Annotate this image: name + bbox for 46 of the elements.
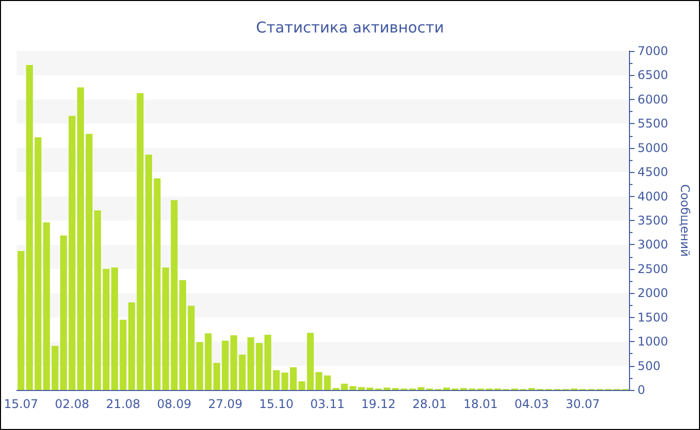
bar	[145, 154, 152, 390]
y-axis-title: Сообщений	[678, 184, 692, 257]
bar	[136, 93, 144, 390]
y-tick-label: 0	[638, 383, 646, 397]
y-tick-label: 4000	[638, 189, 668, 204]
x-tick-label: 19.12	[361, 397, 396, 411]
bar	[154, 178, 161, 390]
bar	[213, 362, 220, 390]
y-tick-label: 6500	[638, 68, 668, 82]
y-tick-label: 4500	[638, 165, 668, 180]
y-tick-label: 6000	[638, 92, 668, 106]
bar	[179, 280, 186, 390]
x-tick-label: 03.11	[310, 397, 345, 411]
bar	[196, 342, 204, 390]
x-tick-label: 15.10	[259, 397, 294, 411]
y-tick-label: 1000	[638, 334, 668, 349]
bar	[162, 267, 170, 390]
chart-title: Статистика активности	[256, 18, 444, 36]
y-tick-label: 7000	[638, 44, 668, 58]
bar	[238, 354, 246, 390]
x-tick-label: 21.08	[106, 397, 140, 411]
bar	[188, 306, 195, 390]
bar	[170, 200, 178, 390]
x-tick-label: 02.08	[54, 397, 90, 411]
bar	[247, 337, 254, 390]
x-tick-label: 08.09	[157, 397, 192, 411]
bar	[272, 370, 280, 390]
x-tick-label: 28.01	[412, 397, 447, 411]
x-tick-label: 15.07	[4, 397, 38, 411]
x-tick-label: 04.03	[514, 397, 549, 411]
bar	[204, 333, 212, 390]
y-tick-label: 2000	[638, 286, 668, 300]
y-tick-label: 5500	[638, 116, 668, 131]
bar	[256, 343, 263, 390]
x-tick-label: 30.07	[566, 397, 600, 411]
bar	[222, 340, 229, 390]
bar	[264, 334, 272, 390]
y-tick-label: 5000	[638, 140, 668, 155]
x-tick-label: 18.01	[463, 397, 498, 411]
y-tick-label: 3000	[638, 238, 668, 252]
y-tick-label: 2500	[638, 262, 668, 276]
bar	[230, 335, 238, 390]
y-tick-label: 500	[638, 358, 660, 373]
x-tick-label: 27.09	[208, 397, 242, 411]
y-tick-label: 1500	[638, 310, 668, 324]
y-tick-label: 3500	[638, 214, 668, 228]
